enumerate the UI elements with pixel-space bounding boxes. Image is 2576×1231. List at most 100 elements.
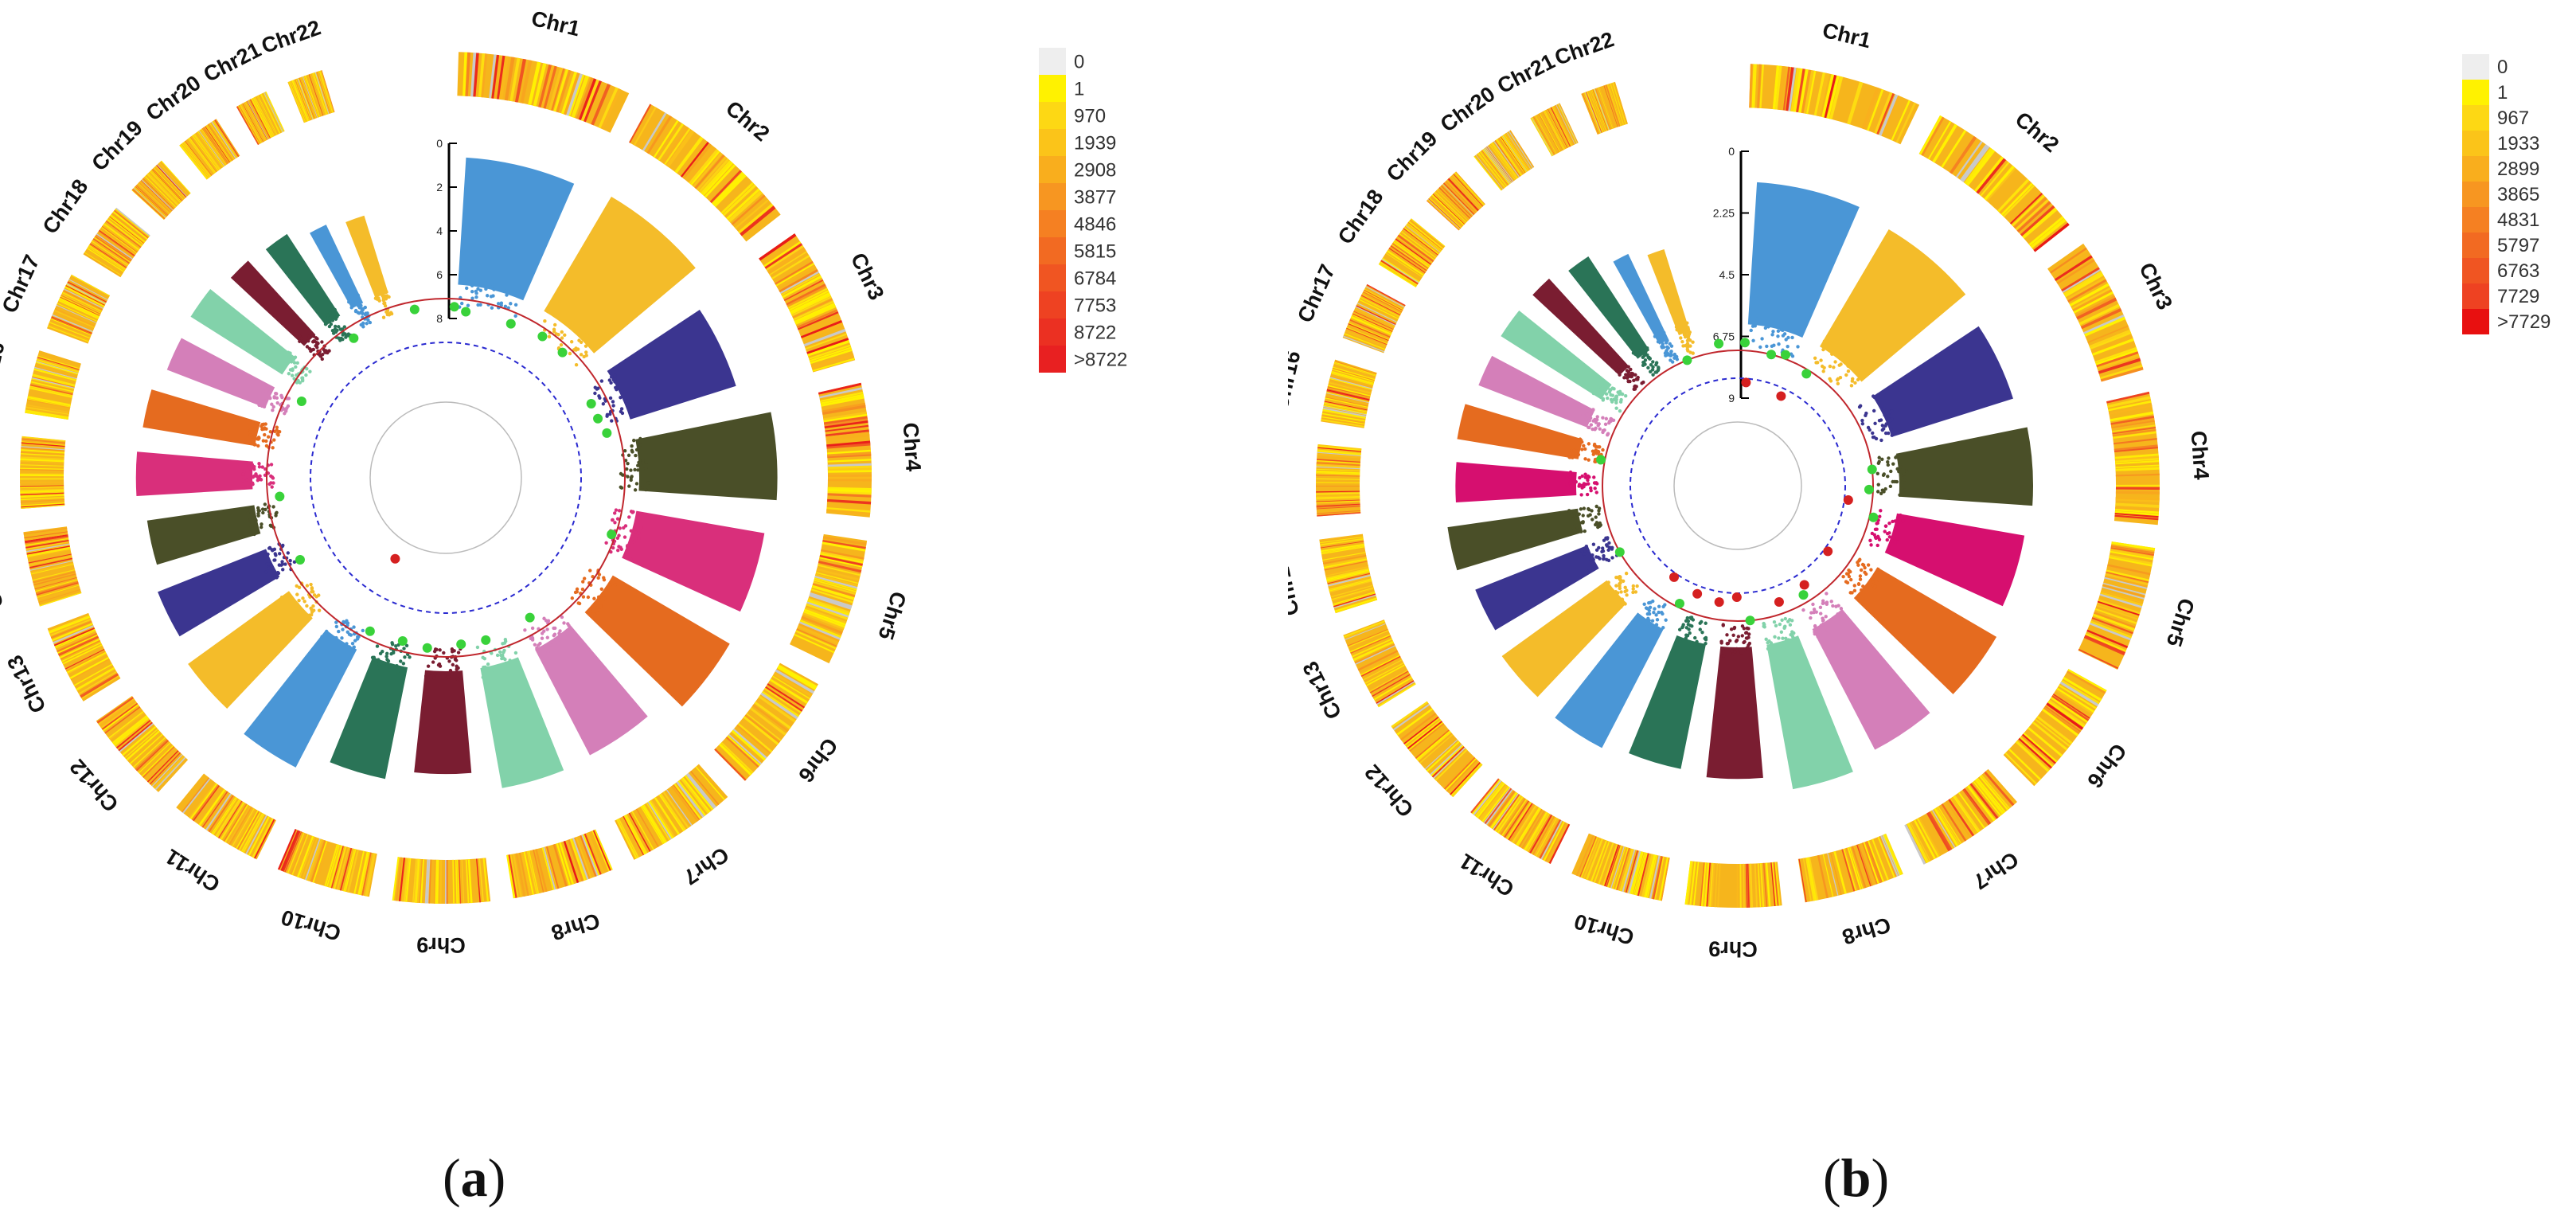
density-bin (302, 837, 318, 880)
significant-snp-green (275, 491, 285, 502)
density-bin (794, 304, 837, 325)
density-bin (535, 849, 548, 893)
density-bin (1407, 221, 1443, 251)
density-bin (263, 92, 283, 133)
manhattan-point (349, 633, 353, 637)
density-bin (320, 70, 334, 113)
significant-snp-red (1669, 572, 1679, 582)
manhattan-point (1778, 622, 1782, 627)
density-bin (2050, 696, 2088, 723)
density-bin (2115, 459, 2160, 465)
manhattan-point (388, 668, 392, 672)
manhattan-point (509, 302, 513, 306)
significant-snp-red (390, 553, 400, 564)
density-bin (671, 785, 699, 823)
manhattan-point (283, 412, 287, 416)
density-bin (50, 620, 92, 639)
manhattan-point (263, 396, 267, 401)
density-bin (1376, 681, 1415, 705)
manhattan-point (1884, 422, 1888, 426)
manhattan-point (609, 381, 613, 385)
density-bin (92, 240, 129, 265)
manhattan-point (1631, 584, 1636, 588)
density-bin (1805, 857, 1816, 901)
density-bin (220, 802, 245, 840)
density-bin (153, 167, 184, 201)
manhattan-point (262, 386, 267, 390)
density-bin (1343, 620, 1385, 638)
manhattan-point (1801, 608, 1805, 612)
density-bin (674, 136, 704, 174)
manhattan-point (1674, 325, 1679, 329)
density-bin (1584, 92, 1602, 134)
density-bin (1918, 817, 1942, 857)
density-bin (21, 503, 65, 508)
density-bin (1329, 381, 1372, 393)
density-bin (461, 859, 465, 904)
density-bin (81, 675, 119, 699)
manhattan-point (1828, 377, 1832, 381)
density-bin (727, 735, 761, 766)
chr-label-13: Chr13 (2, 651, 51, 717)
density-bin (25, 409, 69, 418)
density-bin (34, 366, 77, 380)
density-ring-chr19 (131, 160, 191, 220)
manhattan-point (1725, 642, 1730, 646)
density-bin (1450, 762, 1481, 795)
density-bin (1754, 863, 1758, 908)
manhattan-point (1577, 512, 1581, 516)
manhattan-point (329, 322, 334, 326)
significant-snp-green (409, 304, 420, 315)
legend-swatch (2462, 131, 2489, 156)
density-bin (1762, 862, 1768, 907)
manhattan-point (1890, 539, 1895, 543)
density-bin (215, 799, 240, 837)
manhattan-point (1618, 400, 1623, 404)
manhattan-point (535, 646, 539, 651)
manhattan-point (300, 377, 305, 381)
manhattan-point (563, 333, 567, 338)
density-bin (2035, 718, 2071, 747)
density-bin (1475, 154, 1504, 190)
density-bin (792, 298, 833, 318)
density-bin (1391, 701, 1429, 729)
density-bin (2092, 338, 2134, 356)
manhattan-point (1877, 418, 1882, 423)
density-bin (134, 186, 167, 217)
manhattan-point (278, 552, 282, 556)
density-bin (1976, 158, 2007, 194)
manhattan-point (1695, 639, 1699, 644)
density-bin (827, 489, 872, 494)
density-bin (1594, 88, 1610, 131)
density-bin (1881, 95, 1900, 137)
manhattan-point (241, 472, 245, 476)
manhattan-point (613, 521, 617, 525)
density-bin (1798, 68, 1809, 113)
density-bin (419, 859, 423, 904)
density-bin (1485, 147, 1512, 183)
density-bin (1879, 94, 1899, 136)
density-bin (1477, 152, 1506, 188)
manhattan-point (1601, 549, 1606, 553)
manhattan-point (492, 670, 497, 675)
manhattan-point (630, 448, 634, 453)
density-bin (1874, 92, 1894, 135)
density-bin (193, 785, 221, 822)
manhattan-point (474, 295, 478, 299)
density-bin (1528, 814, 1551, 853)
density-bin (1408, 721, 1444, 751)
density-bin (1600, 86, 1615, 128)
manhattan-point (350, 641, 355, 646)
manhattan-point (1875, 534, 1880, 539)
density-bin (20, 478, 64, 480)
chr-label-9: Chr9 (416, 933, 466, 958)
density-bin (58, 636, 100, 656)
manhattan-point (1898, 518, 1903, 522)
density-bin (1363, 290, 1403, 312)
density-bin (1501, 135, 1527, 173)
manhattan-point (288, 558, 292, 563)
manhattan-point (1579, 521, 1584, 525)
density-bin (156, 164, 187, 197)
density-bin (1327, 573, 1371, 584)
density-bin (1389, 246, 1427, 273)
